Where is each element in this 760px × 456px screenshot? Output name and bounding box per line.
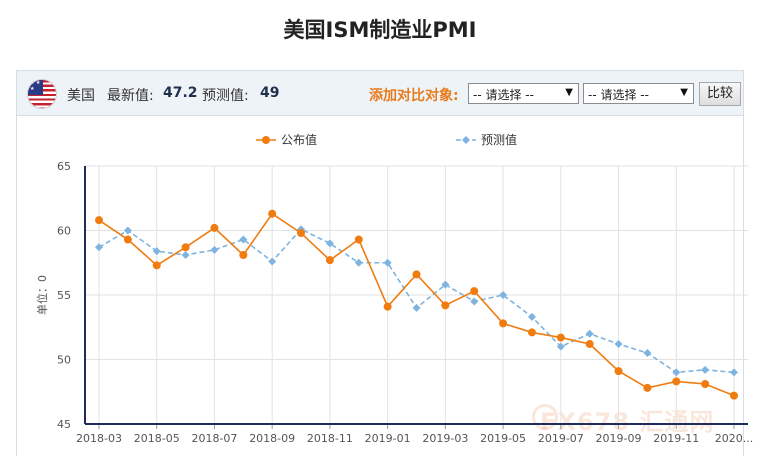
watermark: FX678 汇通网 <box>540 408 715 436</box>
actual-point <box>354 235 363 244</box>
y-tick-label: 50 <box>57 354 71 367</box>
forecast-point <box>585 329 594 338</box>
compare-label: 添加对比对象: <box>369 88 459 104</box>
forecast-point <box>123 226 132 235</box>
actual-point <box>701 380 710 389</box>
actual-point <box>297 229 306 238</box>
x-tick-label: 2019-11 <box>653 432 699 445</box>
watermark-logo-icon <box>532 404 558 430</box>
forecast-point <box>614 340 623 349</box>
forecast-point <box>268 257 277 266</box>
forecast-point <box>354 258 363 267</box>
compare-select-2-value: -- 请选择 -- <box>588 88 649 102</box>
page-title: 美国ISM制造业PMI <box>283 18 477 42</box>
toolbar: 美国 最新值: 47.2 预测值: 49 添加对比对象: -- 请选择 -- ▼… <box>17 71 743 116</box>
forecast-point <box>239 235 248 244</box>
x-tick-label: 2019-03 <box>422 432 468 445</box>
us-flag-icon <box>27 79 57 109</box>
actual-point <box>181 243 190 252</box>
x-tick-label: 2018-09 <box>249 432 295 445</box>
actual-point <box>95 216 103 225</box>
forecast-point <box>672 368 681 377</box>
y-tick-label: 60 <box>57 225 71 238</box>
x-tick-label: 2019-07 <box>538 432 584 445</box>
forecast-point <box>470 297 479 306</box>
x-tick-label: 2019-09 <box>596 432 642 445</box>
dropdown-arrow-icon: ▼ <box>680 87 688 98</box>
actual-point <box>383 302 392 311</box>
actual-point <box>672 377 681 386</box>
x-tick-label: 2018-11 <box>307 432 353 445</box>
legend-actual-marker <box>262 136 270 144</box>
chart-panel: 美国 最新值: 47.2 预测值: 49 添加对比对象: -- 请选择 -- ▼… <box>16 70 744 456</box>
x-tick-label: 2019-01 <box>365 432 411 445</box>
forecast-point <box>643 349 652 358</box>
actual-point <box>441 301 450 310</box>
legend-forecast-label: 预测值 <box>481 132 517 147</box>
y-tick-label: 65 <box>57 160 71 173</box>
x-tick-label: 2018-03 <box>76 432 122 445</box>
latest-value-label: 最新值: <box>107 88 154 104</box>
actual-point <box>499 319 508 328</box>
forecast-point <box>556 342 565 351</box>
forecast-series-line <box>98 228 735 374</box>
y-axis-label: 单位：0 <box>35 275 49 315</box>
forecast-point <box>412 303 421 312</box>
compare-select-2[interactable]: -- 请选择 -- ▼ <box>583 83 694 104</box>
forecast-point <box>701 365 710 374</box>
actual-point <box>210 223 219 232</box>
forecast-point <box>499 291 508 299</box>
forecast-point <box>441 280 450 289</box>
forecast-point <box>152 247 161 256</box>
forecast-value-label: 预测值: <box>202 88 249 104</box>
dropdown-arrow-icon: ▼ <box>565 87 573 98</box>
forecast-point <box>95 243 103 252</box>
forecast-point <box>527 312 536 321</box>
latest-value: 47.2 <box>163 85 198 101</box>
x-tick-label: 2019-05 <box>480 432 526 445</box>
legend-actual-label: 公布值 <box>281 132 317 147</box>
actual-point <box>470 287 479 296</box>
actual-point <box>556 333 565 342</box>
actual-point <box>268 209 277 218</box>
forecast-point <box>181 251 190 260</box>
actual-point <box>412 270 421 279</box>
actual-point <box>585 340 594 349</box>
actual-point <box>614 367 623 376</box>
actual-point <box>643 383 652 392</box>
x-tick-label: 2020... <box>715 432 753 445</box>
actual-point <box>325 256 334 265</box>
actual-point <box>527 328 536 337</box>
actual-point <box>123 235 132 244</box>
forecast-point <box>325 239 334 248</box>
actual-point <box>152 261 161 270</box>
forecast-value: 49 <box>260 85 280 101</box>
compare-button[interactable]: 比较 <box>699 82 741 106</box>
compare-select-1[interactable]: -- 请选择 -- ▼ <box>468 83 579 104</box>
country-label: 美国 <box>67 88 95 104</box>
actual-point <box>730 391 738 400</box>
x-tick-label: 2018-05 <box>134 432 180 445</box>
forecast-point <box>730 368 738 377</box>
x-tick-label: 2018-07 <box>191 432 237 445</box>
y-tick-label: 45 <box>57 418 71 431</box>
legend-forecast-marker <box>462 136 470 144</box>
actual-point <box>239 251 248 260</box>
y-tick-label: 55 <box>57 289 71 302</box>
compare-select-1-value: -- 请选择 -- <box>473 88 534 102</box>
forecast-point <box>210 245 219 254</box>
forecast-point <box>383 258 392 267</box>
